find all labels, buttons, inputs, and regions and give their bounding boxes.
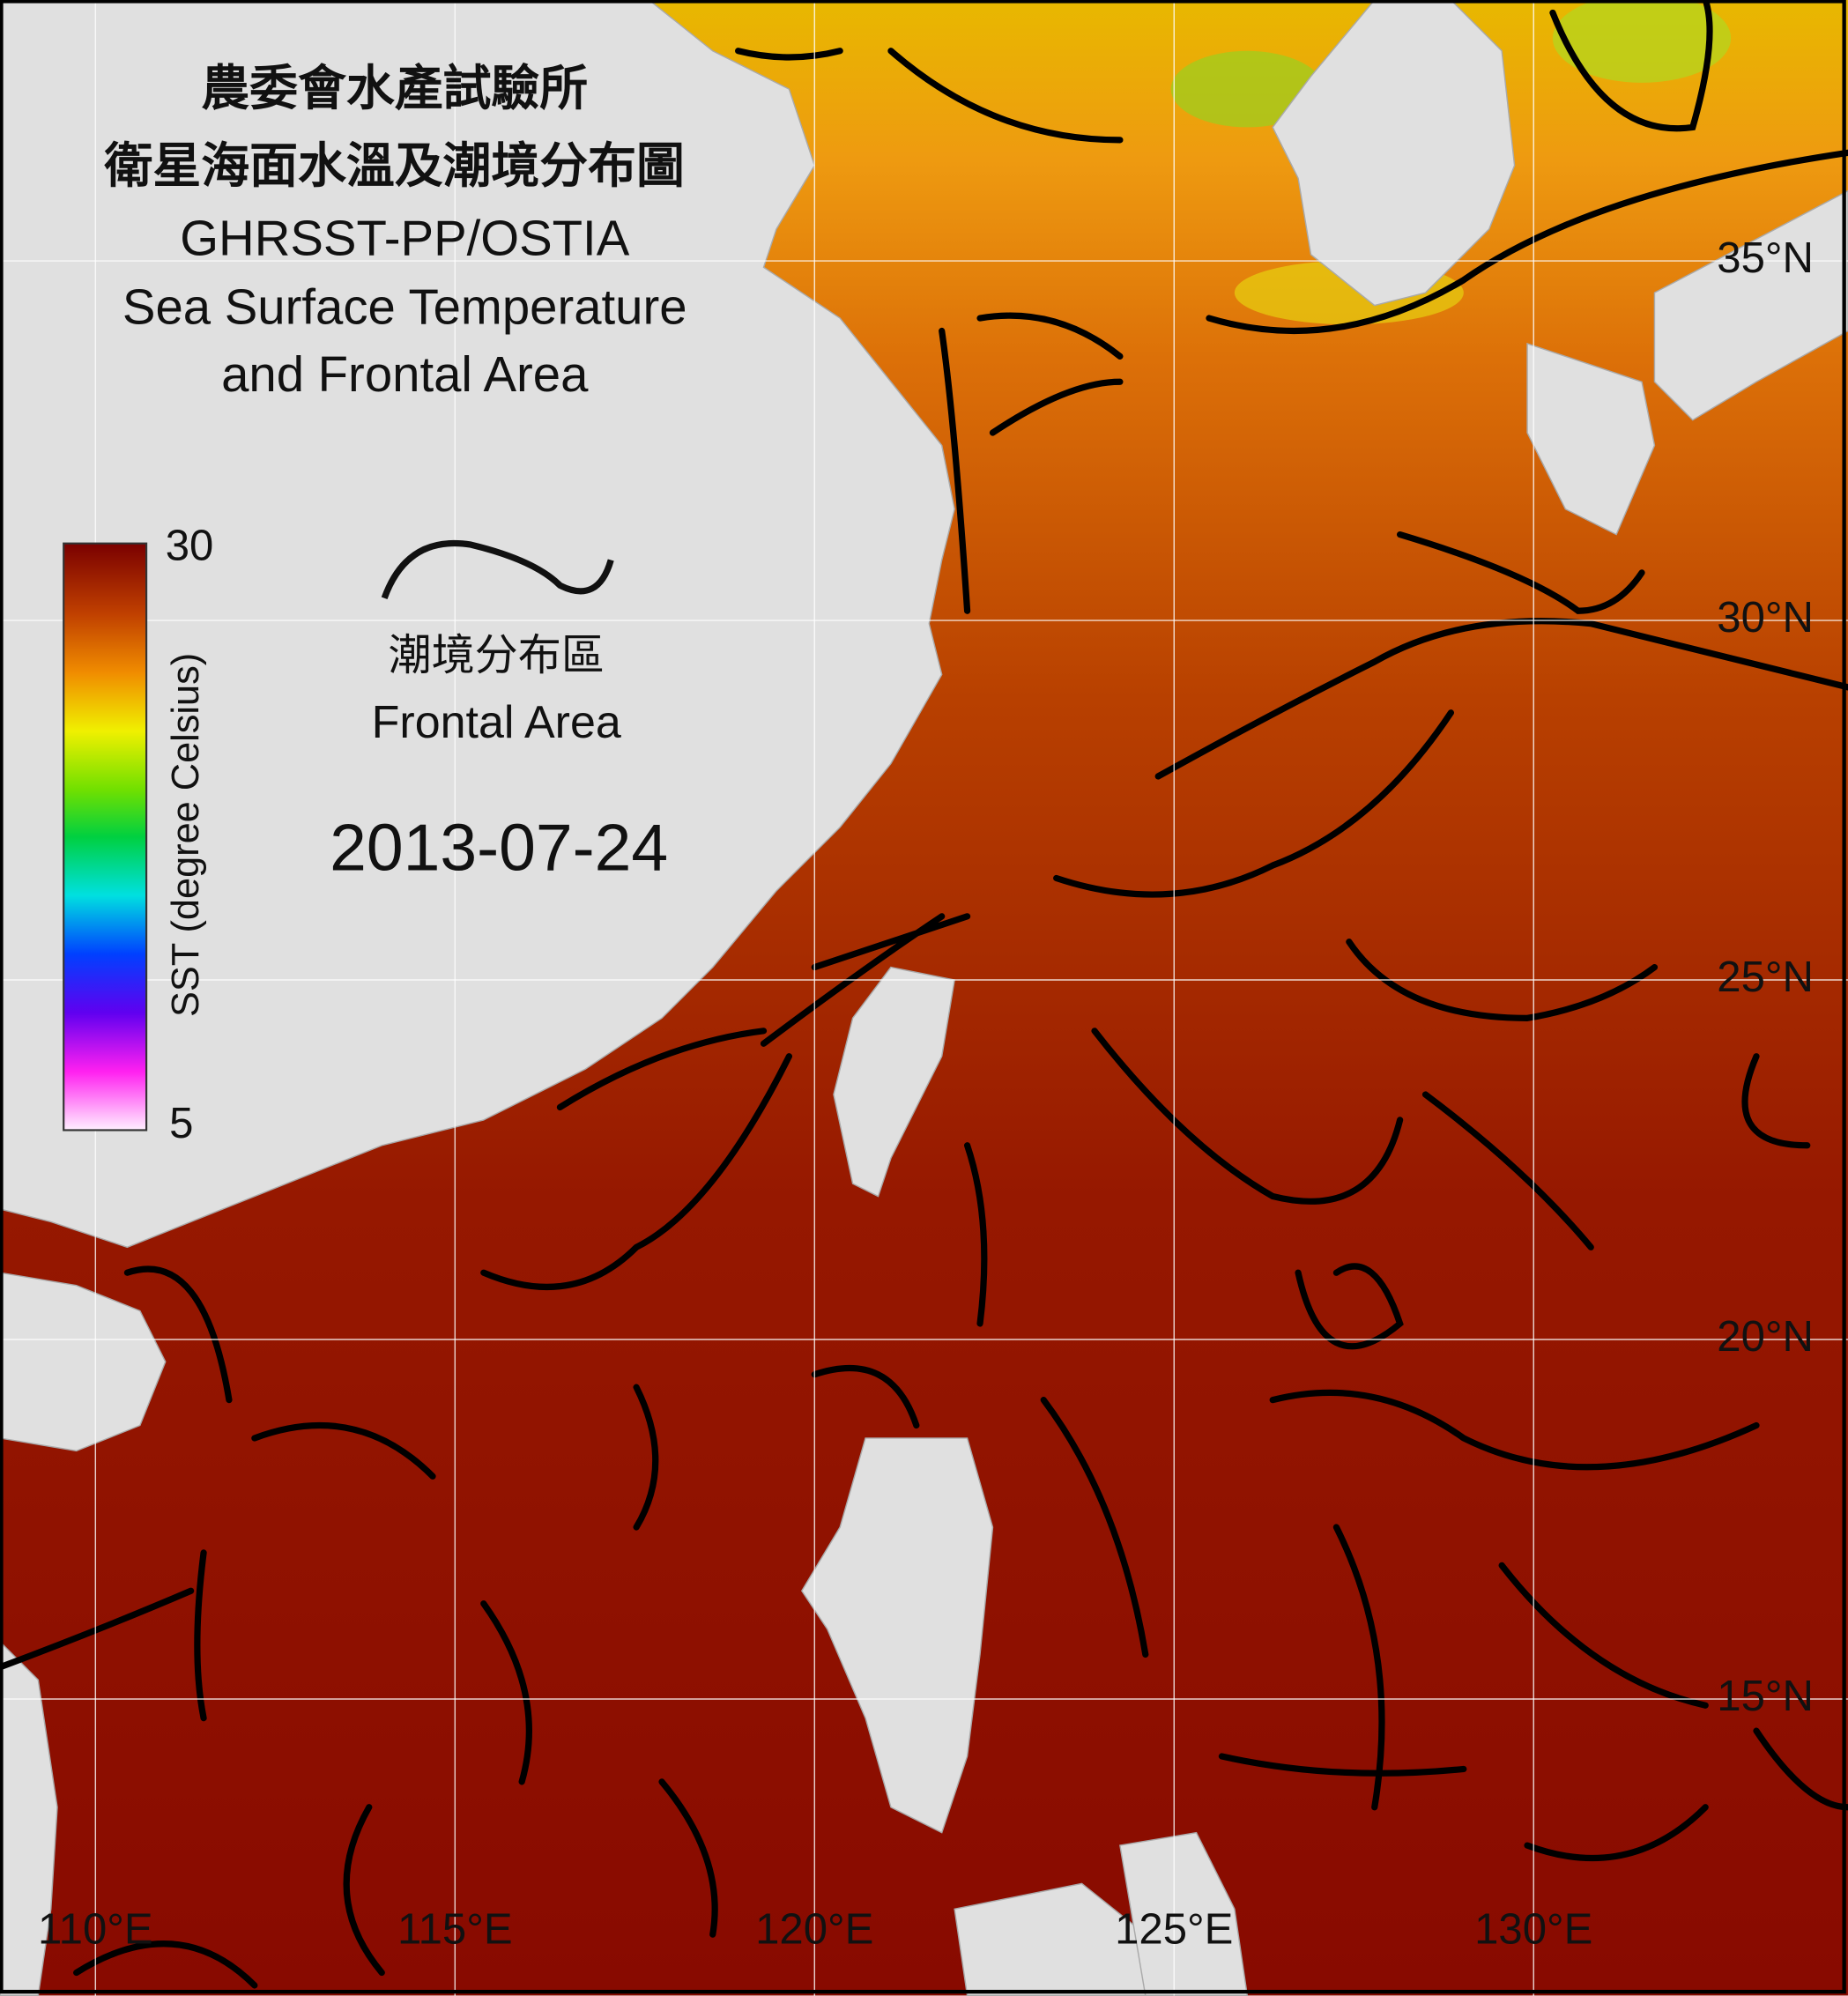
date: 2013-07-24 (330, 810, 668, 884)
lat-label: 15°N (1717, 1673, 1814, 1720)
legend-line (381, 539, 614, 599)
title-en: GHRSST-PP/OSTIA (180, 210, 629, 265)
legend-label-zh: 潮境分布區 (389, 629, 605, 680)
title-zh: 衛星海面水溫及潮境分布圖 (104, 137, 685, 194)
legend-label-en: Frontal Area (372, 697, 621, 748)
colorbar-min: 5 (169, 1100, 193, 1147)
lon-label: 125°E (1115, 1905, 1233, 1953)
lon-label: 110°E (38, 1905, 153, 1953)
warm-patch (1170, 50, 1324, 128)
lon-label: 120°E (755, 1905, 873, 1953)
colorbar-label: SST (degree Celsius) (165, 653, 207, 1017)
lat-label: 35°N (1717, 234, 1814, 282)
lat-label: 25°N (1717, 953, 1814, 1001)
title-en: and Frontal Area (221, 346, 589, 402)
lon-label: 115°E (397, 1905, 513, 1953)
lat-label: 20°N (1717, 1313, 1814, 1361)
warm-patch (1552, 0, 1732, 83)
title-en: Sea Surface Temperature (122, 278, 687, 334)
colorbar (63, 542, 148, 1132)
title-zh: 農委會水產試驗所 (201, 60, 588, 116)
lat-label: 30°N (1717, 594, 1814, 642)
colorbar-max: 30 (166, 522, 214, 569)
lon-label: 130°E (1474, 1905, 1592, 1953)
